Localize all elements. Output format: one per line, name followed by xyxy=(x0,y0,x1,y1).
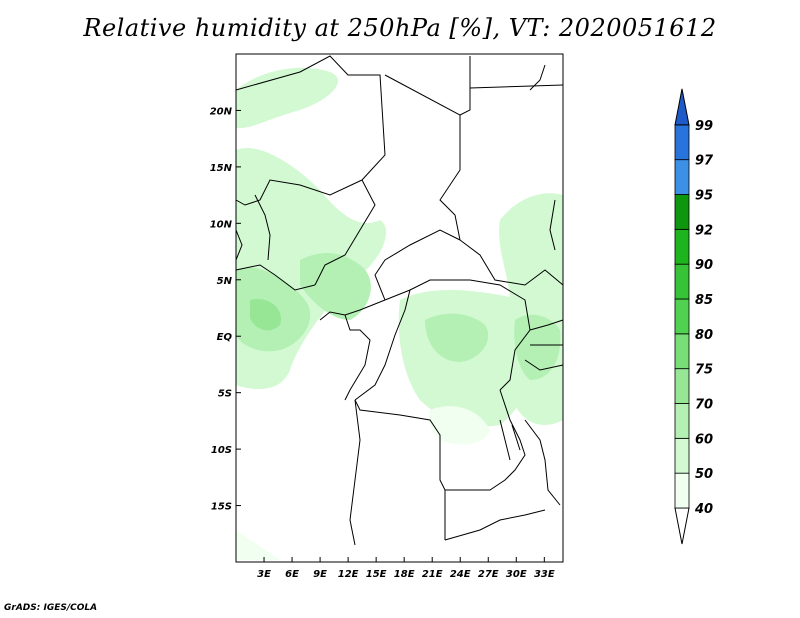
lon-tick-label: 9E xyxy=(313,569,327,580)
colorbar-segment xyxy=(674,403,690,439)
footer-credit: GrADS: IGES/COLA xyxy=(4,603,98,613)
humidity-region-sw xyxy=(236,530,280,560)
colorbar-label: 80 xyxy=(695,328,713,343)
border-line xyxy=(344,314,371,401)
colorbar-label: 90 xyxy=(695,258,713,273)
humidity-region-east-inner xyxy=(514,314,561,380)
colorbar-label: 85 xyxy=(695,293,713,308)
country-borders xyxy=(235,55,564,546)
latitude-axis: 20N 15N 10N 5N EQ 5S 10S 15S xyxy=(210,106,241,513)
colorbar-segment xyxy=(674,194,690,230)
border-line xyxy=(254,194,271,261)
colorbar-label: 70 xyxy=(695,398,713,413)
border-line xyxy=(235,179,363,206)
lon-tick-label: 27E xyxy=(478,569,499,580)
border-line xyxy=(499,419,521,461)
border-line xyxy=(235,55,386,181)
lon-tick-label: 15E xyxy=(366,569,387,580)
colorbar-segment xyxy=(674,298,690,335)
humidity-region-central xyxy=(300,253,371,320)
lon-tick-label: 24E xyxy=(450,569,471,580)
lat-tick-label: 5N xyxy=(217,276,233,287)
border-line xyxy=(354,399,446,540)
colorbar-label: 40 xyxy=(694,502,713,517)
border-line xyxy=(235,264,316,291)
border-line xyxy=(374,229,461,301)
colorbar-segment xyxy=(674,228,690,265)
colorbar-segment xyxy=(674,368,690,404)
lat-tick-label: 15N xyxy=(210,163,233,174)
humidity-shading xyxy=(236,67,563,560)
humidity-region-basin-inner xyxy=(425,313,489,362)
lat-tick-label: 20N xyxy=(210,106,233,117)
lon-tick-label: 30E xyxy=(506,569,527,580)
colorbar-top-arrow xyxy=(674,88,690,126)
border-line xyxy=(459,56,471,116)
lon-tick-label: 18E xyxy=(394,569,415,580)
lon-tick-label: 6E xyxy=(285,569,299,580)
border-line xyxy=(445,389,526,491)
border-line xyxy=(549,199,556,251)
chart-title: Relative humidity at 250hPa [%], VT: 202… xyxy=(83,14,717,42)
colorbar-segment xyxy=(674,333,690,370)
colorbar-label: 60 xyxy=(695,432,713,447)
lat-tick-label: 15S xyxy=(211,502,232,513)
colorbar-segment xyxy=(674,159,690,195)
colorbar-label: 99 xyxy=(695,119,713,134)
colorbar-label: 97 xyxy=(695,154,714,169)
border-line xyxy=(469,84,564,89)
colorbar-segment xyxy=(674,472,690,509)
border-line xyxy=(459,239,564,286)
longitude-axis: 3E 6E 9E 12E 15E 18E 21E 24E 27E 30E 33E xyxy=(257,557,555,580)
colorbar-segments xyxy=(674,88,690,545)
colorbar-label: 75 xyxy=(695,363,713,378)
border-line xyxy=(529,64,546,91)
colorbar-bottom-arrow xyxy=(674,507,690,545)
lat-tick-label: EQ xyxy=(217,332,233,343)
lon-tick-label: 12E xyxy=(338,569,359,580)
colorbar-segment xyxy=(674,437,690,474)
humidity-region-gulf xyxy=(250,299,281,331)
border-line xyxy=(384,279,531,391)
colorbar-labels: 40 50 60 70 75 80 85 90 92 95 97 99 xyxy=(694,119,714,517)
border-line xyxy=(384,74,461,241)
border-line xyxy=(444,509,546,541)
lon-tick-label: 3E xyxy=(257,569,271,580)
lon-tick-label: 33E xyxy=(534,569,555,580)
border-line xyxy=(354,289,411,401)
border-line xyxy=(349,399,361,546)
border-line xyxy=(524,419,561,506)
colorbar-label: 92 xyxy=(695,223,713,238)
lat-tick-label: 5S xyxy=(218,389,232,400)
colorbar-segment xyxy=(674,263,690,300)
colorbar-label: 50 xyxy=(695,467,713,482)
lat-tick-label: 10N xyxy=(210,219,233,230)
map-frame xyxy=(235,53,564,563)
humidity-region-south xyxy=(429,406,490,445)
border-line xyxy=(524,319,564,371)
colorbar-segment xyxy=(674,124,690,161)
lat-tick-label: 10S xyxy=(211,445,232,456)
border-line xyxy=(314,179,376,286)
colorbar-label: 95 xyxy=(695,189,713,204)
border-line xyxy=(235,229,243,261)
lon-tick-label: 21E xyxy=(422,569,443,580)
